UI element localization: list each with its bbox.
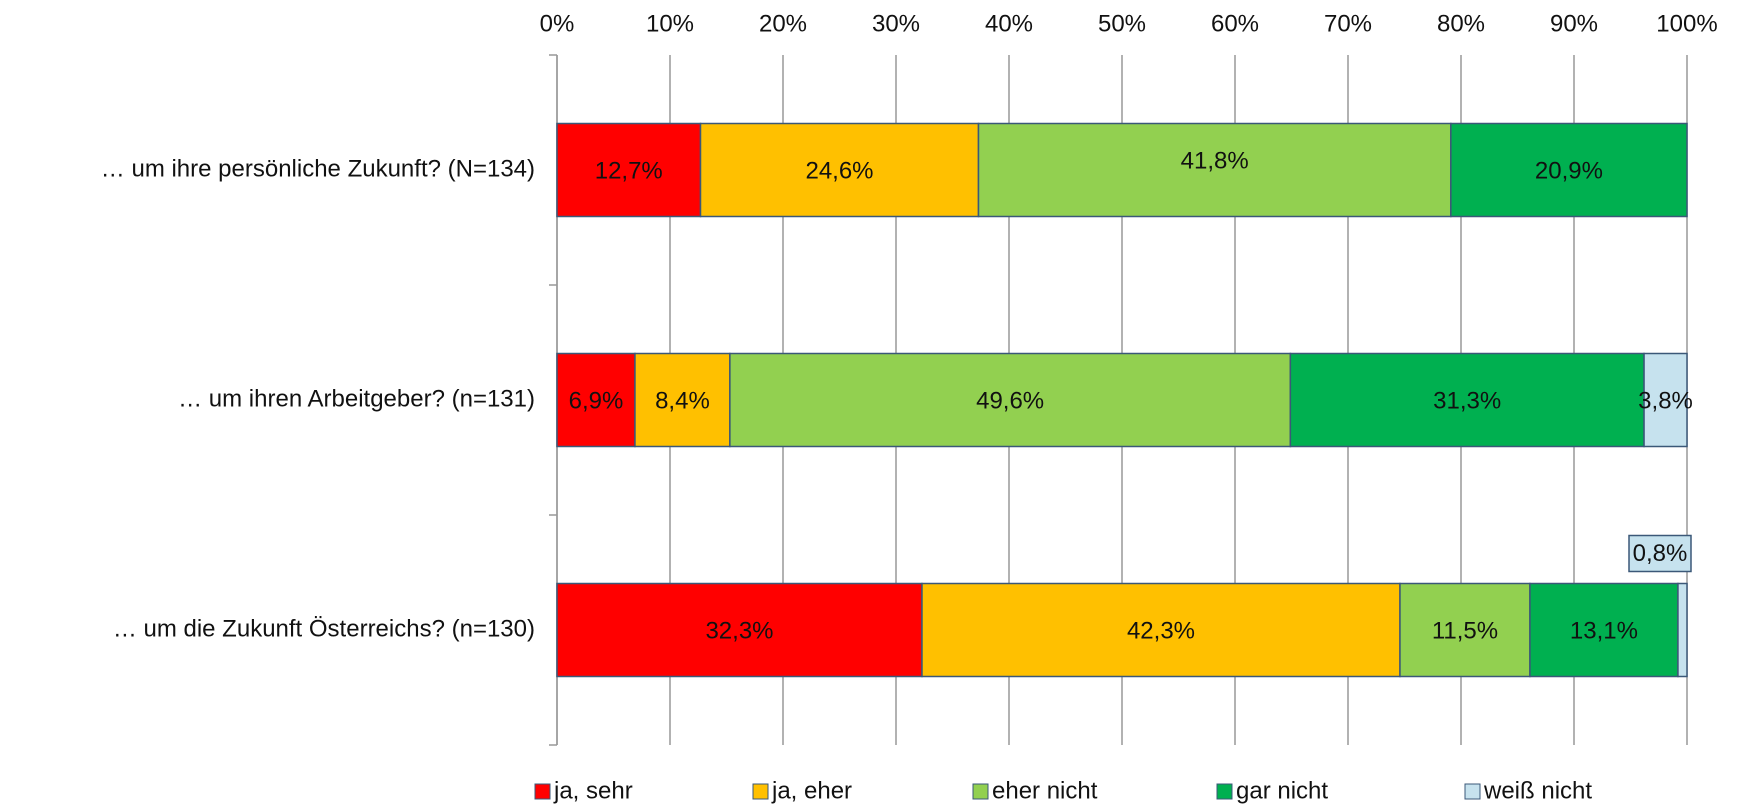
category-label: … um ihre persönliche Zukunft? (N=134) (101, 155, 535, 182)
data-label: 41,8% (1181, 147, 1249, 174)
data-label: 11,5% (1432, 617, 1498, 644)
x-tick-label: 20% (759, 10, 807, 37)
data-label: 12,7% (595, 157, 663, 184)
bar-segment (556, 582, 923, 678)
bar-segment (1677, 582, 1688, 678)
bar-segment (1529, 582, 1679, 678)
legend-swatch (534, 783, 551, 800)
x-tick-label: 100% (1656, 10, 1717, 37)
bar-segment (556, 122, 702, 218)
legend-label: eher nicht (992, 777, 1098, 804)
legend-label: weiß nicht (1483, 777, 1592, 804)
bar-segment (729, 352, 1292, 448)
data-label: 42,3% (1127, 617, 1195, 644)
bar-segment (1289, 352, 1645, 448)
legend-swatch (972, 783, 989, 800)
data-label: 49,6% (976, 387, 1044, 414)
bar-segment (1450, 122, 1688, 218)
data-label: 32,3% (705, 617, 773, 644)
legend-label: ja, eher (771, 777, 852, 804)
bar-segment (977, 122, 1452, 218)
x-tick-label: 10% (646, 10, 694, 37)
bar-segment (634, 352, 731, 448)
data-label: 31,3% (1433, 387, 1501, 414)
legend-swatch (1216, 783, 1233, 800)
legend-swatch (752, 783, 769, 800)
x-tick-label: 70% (1324, 10, 1372, 37)
x-tick-label: 60% (1211, 10, 1259, 37)
data-label: 0,8% (1633, 540, 1688, 567)
data-label: 6,9% (569, 387, 624, 414)
legend-label: gar nicht (1236, 777, 1328, 804)
data-label: 20,9% (1535, 157, 1603, 184)
label-box (1628, 534, 1692, 573)
data-label: 3,8% (1638, 387, 1693, 414)
x-tick-label: 90% (1550, 10, 1598, 37)
bar-segment (1399, 582, 1531, 678)
x-tick-label: 0% (540, 10, 575, 37)
x-tick-label: 80% (1437, 10, 1485, 37)
x-tick-label: 50% (1098, 10, 1146, 37)
bar-segment (556, 352, 636, 448)
category-label: … um die Zukunft Österreichs? (n=130) (113, 615, 535, 642)
category-label: … um ihren Arbeitgeber? (n=131) (178, 385, 535, 412)
bar-segment (921, 582, 1401, 678)
x-tick-label: 40% (985, 10, 1033, 37)
legend-swatch (1464, 783, 1481, 800)
data-label: 8,4% (655, 387, 710, 414)
bar-segment (1643, 352, 1688, 448)
data-label: 13,1% (1570, 617, 1638, 644)
data-label: 24,6% (805, 157, 873, 184)
bar-segment (699, 122, 980, 218)
x-tick-label: 30% (872, 10, 920, 37)
legend-label: ja, sehr (553, 777, 633, 804)
